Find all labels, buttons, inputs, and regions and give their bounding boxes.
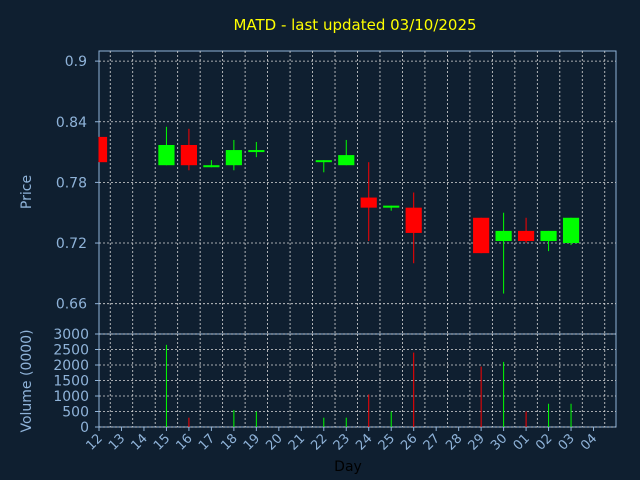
x-tick-label: 16 bbox=[173, 431, 195, 453]
x-tick-label: 30 bbox=[488, 431, 510, 453]
x-tick-label: 21 bbox=[286, 431, 308, 453]
volume-tick-label: 0 bbox=[80, 420, 89, 436]
candle-body bbox=[338, 155, 355, 166]
volume-axis-label: Volume (0000) bbox=[19, 329, 35, 432]
x-tick-label: 23 bbox=[331, 431, 353, 453]
price-tick-label: 0.78 bbox=[56, 175, 87, 191]
x-tick-label: 19 bbox=[241, 431, 263, 453]
price-tick-label: 0.66 bbox=[56, 297, 87, 313]
x-tick-label: 18 bbox=[218, 431, 240, 453]
volume-tick-label: 2500 bbox=[53, 343, 89, 359]
x-tick-label: 28 bbox=[443, 431, 465, 453]
volume-grid bbox=[99, 333, 616, 428]
x-tick-label: 15 bbox=[151, 431, 173, 453]
x-tick-label: 20 bbox=[263, 431, 285, 453]
candle-body bbox=[562, 217, 580, 244]
price-grid bbox=[99, 51, 616, 334]
x-tick-label: 22 bbox=[308, 431, 330, 453]
candle-body bbox=[473, 217, 490, 254]
price-tick-label: 0.9 bbox=[65, 54, 87, 70]
x-tick-label: 26 bbox=[398, 431, 420, 453]
candle-body bbox=[360, 197, 377, 208]
candle-body bbox=[99, 136, 108, 163]
volume-tick-label: 2000 bbox=[53, 358, 89, 374]
x-tick-label: 29 bbox=[466, 431, 488, 453]
candle-body bbox=[495, 230, 512, 242]
x-tick-label: 13 bbox=[106, 431, 128, 453]
candle-body bbox=[180, 144, 198, 166]
volume-tick-label: 1000 bbox=[53, 389, 89, 405]
x-tick-label: 02 bbox=[533, 431, 555, 453]
candle-body bbox=[315, 160, 332, 163]
price-axis-label: Price bbox=[19, 175, 35, 209]
volume-tick-label: 1500 bbox=[53, 374, 89, 390]
price-tick-label: 0.72 bbox=[56, 236, 87, 252]
chart-title: MATD - last updated 03/10/2025 bbox=[233, 16, 476, 34]
candle-body bbox=[540, 230, 557, 242]
x-tick-label: 03 bbox=[556, 431, 578, 453]
x-tick-label: 25 bbox=[376, 431, 398, 453]
volume-bars bbox=[165, 344, 572, 427]
x-axis-label: Day bbox=[334, 459, 362, 475]
candle-body bbox=[517, 230, 535, 242]
volume-tick-label: 3000 bbox=[53, 327, 89, 343]
x-tick-label: 01 bbox=[511, 431, 533, 453]
x-tick-label: 04 bbox=[578, 431, 600, 453]
candle-body bbox=[225, 150, 242, 166]
price-axis-ticks: 0.9 0.84 0.78 0.72 0.66 bbox=[56, 54, 99, 313]
volume-tick-label: 500 bbox=[62, 405, 89, 421]
candle-body bbox=[405, 207, 422, 233]
candle-body bbox=[248, 150, 265, 153]
x-tick-label: 17 bbox=[196, 431, 218, 453]
price-tick-label: 0.84 bbox=[56, 115, 87, 131]
candle-body bbox=[203, 165, 220, 168]
x-axis-ticks: 12 13 14 15 16 17 18 19 20 21 22 23 24 25 26 27 28 29 30 01… bbox=[84, 427, 600, 454]
candle-body bbox=[383, 205, 400, 208]
candles bbox=[98, 126, 580, 294]
x-tick-label: 24 bbox=[353, 431, 375, 453]
x-tick-label: 27 bbox=[421, 431, 443, 453]
x-tick-label: 14 bbox=[128, 431, 150, 453]
candle-body bbox=[158, 144, 175, 166]
